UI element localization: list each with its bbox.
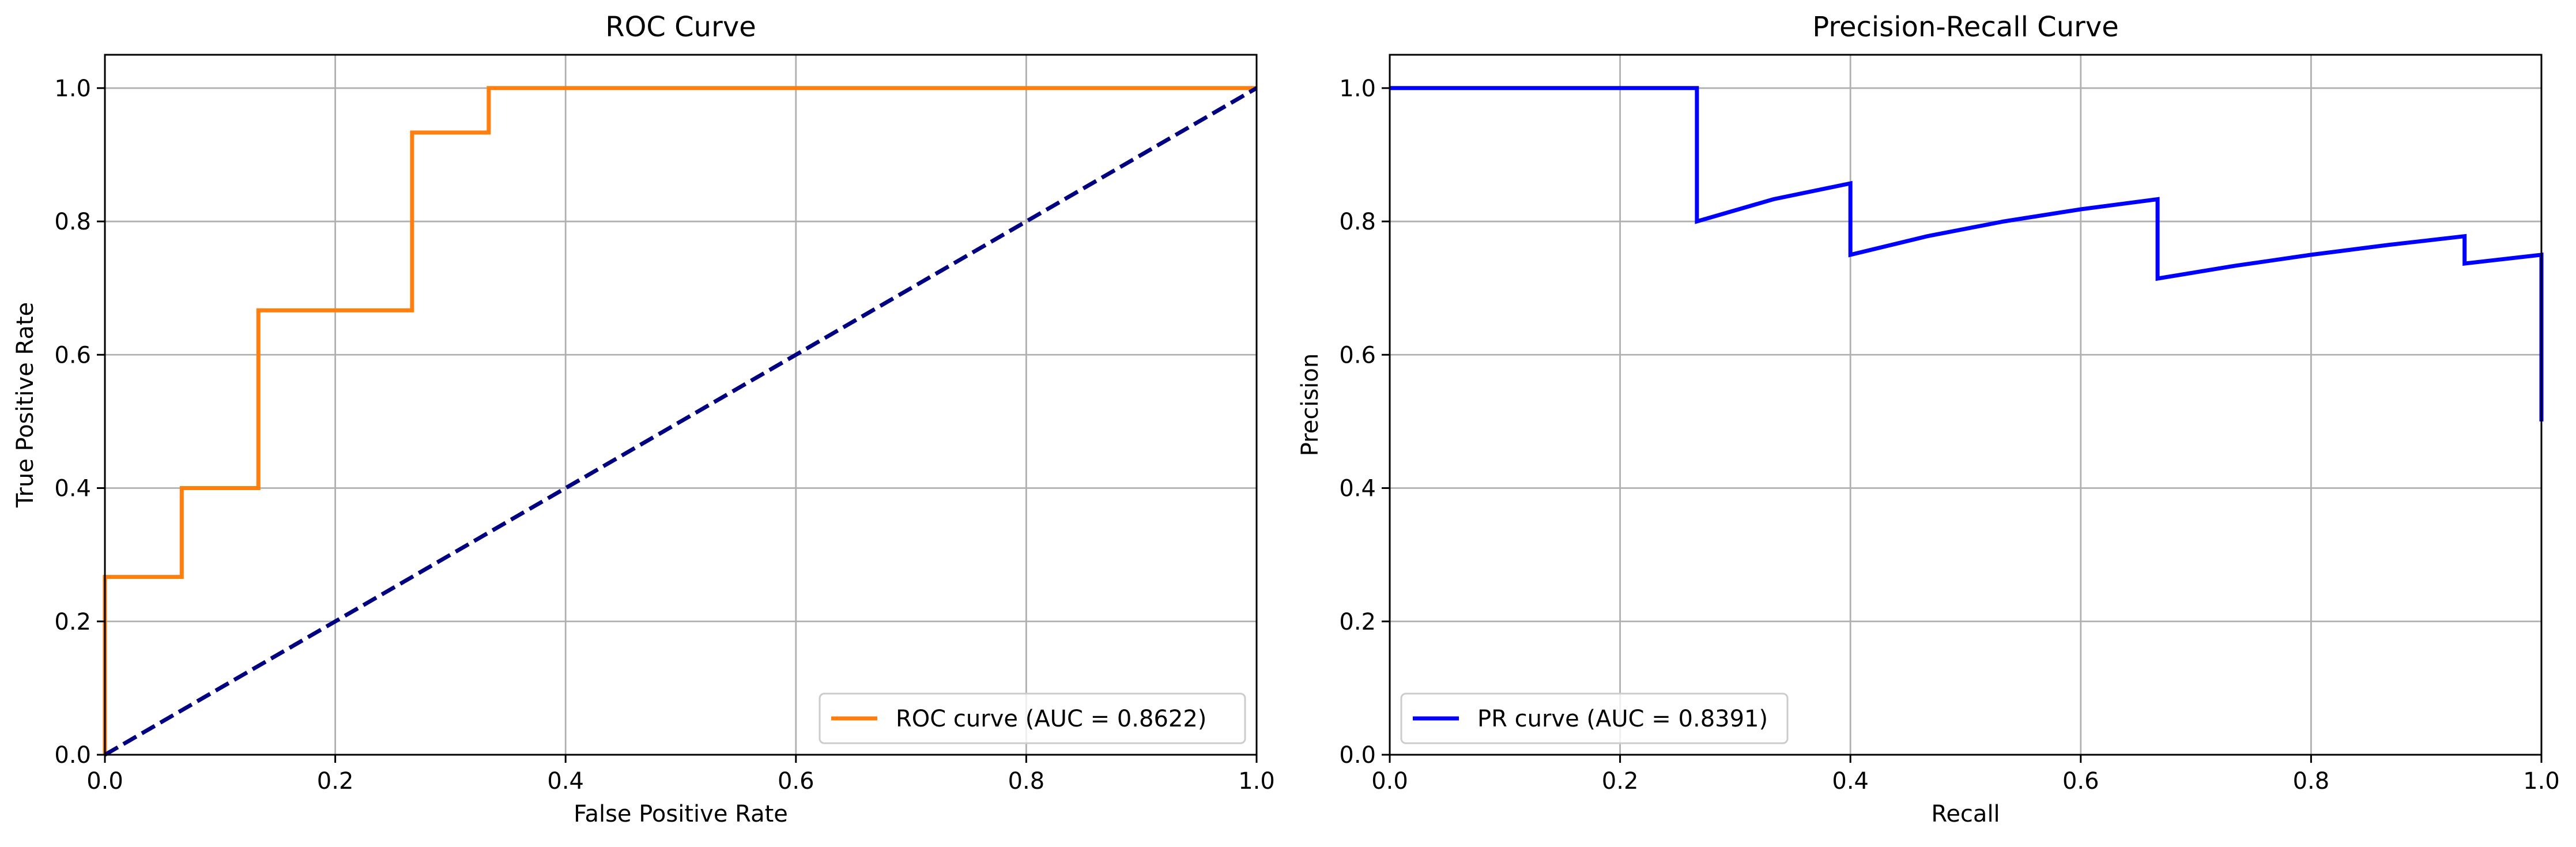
legend-box — [819, 692, 1246, 744]
y-tick-label: 0.6 — [54, 342, 91, 368]
chart-panel-pr: 0.0 0.2 0.4 0.6 0.8 1.0 0.0 0.2 0.4 0.6 0.8 1.0 Prec… — [1297, 11, 2560, 827]
chart-title: ROC Curve — [605, 11, 756, 43]
y-tick-label: 0.4 — [1339, 476, 1376, 502]
x-tick-label: 0.2 — [1602, 768, 1639, 795]
y-tick-label: 0.4 — [54, 476, 91, 502]
y-tick-label: 0.8 — [1339, 209, 1376, 235]
legend-label: PR curve (AUC = 0.8391) — [1477, 706, 1768, 732]
axes-frame — [104, 54, 1258, 756]
y-tick-label: 0.6 — [1339, 342, 1376, 368]
legend-label: ROC curve (AUC = 0.8622) — [896, 706, 1206, 732]
plot-area — [105, 55, 1257, 755]
x-axis-label: Recall — [1931, 801, 2000, 827]
y-tick-label: 0.0 — [54, 742, 91, 769]
x-tick-label: 0.6 — [2062, 768, 2099, 795]
y-tick-label: 0.8 — [54, 209, 91, 235]
legend-box — [1400, 692, 1789, 744]
x-tick-label: 1.0 — [1238, 768, 1275, 795]
series-line — [1390, 86, 2544, 421]
x-tick-label: 0.2 — [317, 768, 354, 795]
y-tick-label: 0.2 — [54, 609, 91, 635]
y-tick-label: 1.0 — [1339, 76, 1376, 102]
x-tick-label: 0.4 — [1832, 768, 1869, 795]
y-axis-label: Precision — [1297, 353, 1323, 456]
y-tick-label: 0.0 — [1339, 742, 1376, 769]
x-tick-label: 0.0 — [86, 768, 123, 795]
x-tick-label: 0.0 — [1371, 768, 1408, 795]
chart-panel-roc: 0.0 0.2 0.4 0.6 0.8 1.0 0.0 0.2 0.4 0.6 0.8 1.0 ROC … — [12, 11, 1275, 827]
y-axis-label: True Positive Rate — [12, 302, 39, 508]
series-line — [103, 86, 1257, 755]
legend: PR curve (AUC = 0.8391) — [1400, 692, 1789, 744]
axes-frame — [1389, 54, 2543, 756]
x-tick-label: 1.0 — [2523, 768, 2560, 795]
chance-diagonal-line — [104, 86, 1258, 757]
y-tick-label: 0.2 — [1339, 609, 1376, 635]
x-tick-label: 0.6 — [778, 768, 814, 795]
y-tick-label: 1.0 — [54, 76, 91, 102]
x-tick-label: 0.4 — [547, 768, 584, 795]
x-tick-label: 0.8 — [2293, 768, 2330, 795]
plot-area — [1390, 55, 2541, 755]
x-axis-label: False Positive Rate — [574, 801, 788, 827]
legend: ROC curve (AUC = 0.8622) — [819, 692, 1246, 744]
x-tick-label: 0.8 — [1008, 768, 1045, 795]
chart-title: Precision-Recall Curve — [1812, 11, 2119, 43]
